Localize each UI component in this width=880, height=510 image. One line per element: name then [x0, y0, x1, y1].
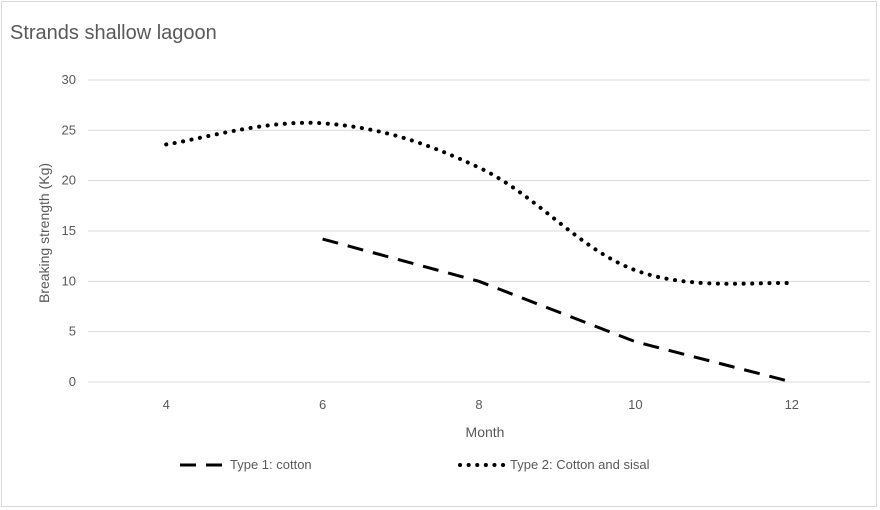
y-tick-label: 25 [62, 122, 76, 137]
series-lines [164, 120, 794, 384]
y-tick-label: 0 [69, 374, 76, 389]
y-tick-label: 5 [69, 324, 76, 339]
x-tick-label: 4 [163, 397, 170, 412]
y-tick-labels: 0 5 10 15 20 25 30 [62, 72, 76, 389]
y-tick-label: 10 [62, 273, 76, 288]
x-tick-labels: 4 6 8 10 12 [163, 397, 799, 412]
chart-title: Strands shallow lagoon [10, 22, 217, 44]
y-tick-label: 30 [62, 72, 76, 87]
y-tick-label: 15 [62, 223, 76, 238]
series-line-1 [322, 237, 793, 384]
y-tick-label: 20 [62, 173, 76, 188]
legend: Type 1: cotton Type 2: Cotton and sisal [180, 457, 650, 472]
x-tick-label: 6 [319, 397, 326, 412]
x-tick-label: 12 [785, 397, 799, 412]
gridlines [88, 79, 870, 383]
legend-label-1: Type 1: cotton [230, 457, 312, 472]
x-tick-label: 8 [475, 397, 482, 412]
x-axis-label: Month [466, 424, 505, 440]
x-tick-label: 10 [628, 397, 642, 412]
series-line-2 [164, 120, 794, 286]
y-axis-label: Breaking strength (Kg) [36, 163, 52, 303]
legend-label-2: Type 2: Cotton and sisal [510, 457, 650, 472]
